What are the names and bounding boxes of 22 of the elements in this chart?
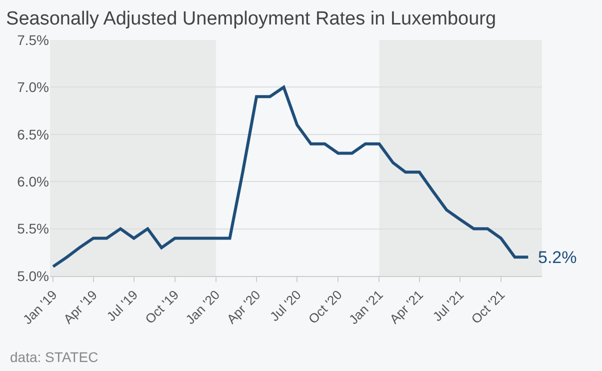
x-tick-label: Jan '21 — [346, 287, 386, 328]
x-tick-label: Oct '21 — [468, 287, 508, 327]
y-tick-label: 5.5% — [17, 220, 49, 237]
text: data: STATEC — [10, 349, 98, 365]
line-series — [52, 86, 530, 268]
annotation: 5.2% — [538, 248, 577, 267]
x-tick-label: Jul '21 — [430, 287, 467, 324]
x-tick-label: Apr '19 — [60, 287, 100, 327]
y-tick-label: 6.0% — [17, 174, 49, 190]
y-tick-label: 7.5% — [17, 32, 49, 48]
x-tick-label: Oct '19 — [142, 287, 182, 327]
y-tick-label: 7.0% — [17, 79, 49, 96]
x-tick-label: Jan '19 — [20, 287, 60, 328]
x-tick-label: Jul '19 — [104, 287, 141, 324]
y-tick-label: 5.0% — [17, 268, 49, 284]
x-tick-label: Apr '21 — [386, 287, 426, 327]
x-tick-label: Apr '20 — [224, 287, 264, 327]
x-tick-label: Jan '20 — [182, 287, 223, 328]
chart-title: Seasonally Adjusted Unemployment Rates in Luxembourg — [6, 8, 496, 30]
x-tick-label: Oct '20 — [305, 287, 345, 327]
x-tick-label: Jul '20 — [266, 287, 304, 324]
y-tick-label: 6.5% — [17, 126, 49, 142]
